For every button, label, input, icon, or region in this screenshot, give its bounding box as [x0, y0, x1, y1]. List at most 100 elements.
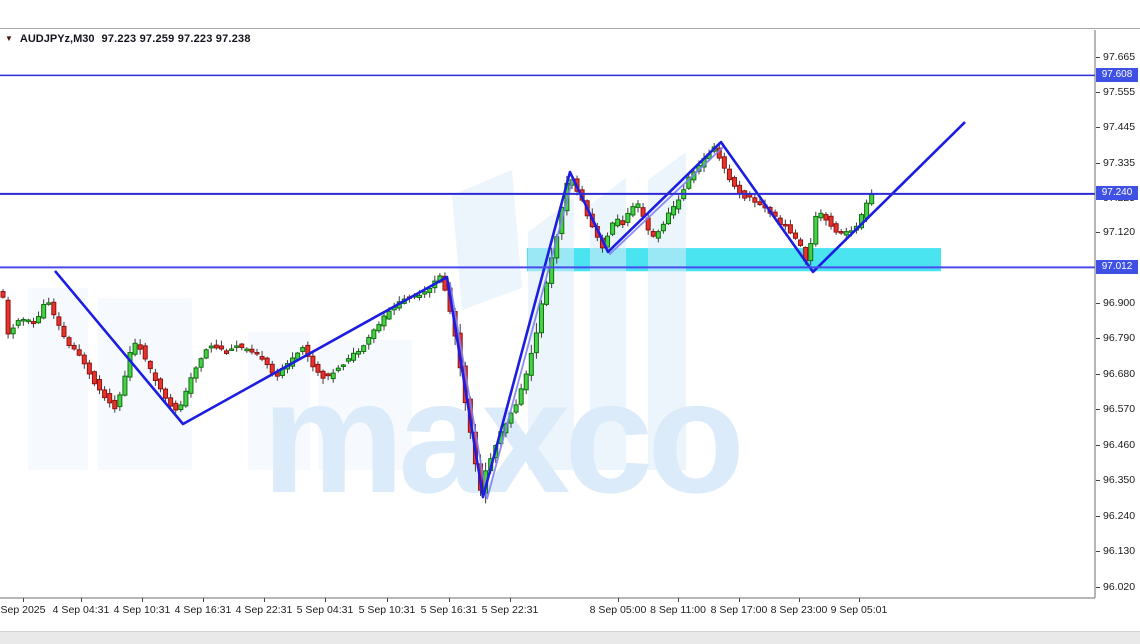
price-tick — [1096, 127, 1100, 129]
candle-body — [523, 373, 529, 391]
candle — [163, 387, 169, 404]
time-tick — [203, 598, 204, 602]
watermark-logo-bar — [528, 198, 574, 470]
candle-body — [813, 215, 819, 245]
candle-body — [259, 356, 265, 360]
candle — [792, 229, 798, 240]
candle — [813, 211, 819, 247]
plot-area: maxco — [0, 74, 1095, 526]
candle-body — [417, 294, 423, 299]
candle — [218, 340, 224, 351]
candle-body — [305, 344, 311, 357]
candle-body — [20, 318, 26, 322]
candle-body — [838, 231, 844, 234]
candle — [112, 395, 118, 413]
candle — [97, 375, 103, 395]
candle-body — [726, 168, 732, 181]
price-level-flag: 97.240 — [1096, 186, 1138, 201]
candle-body — [203, 349, 209, 359]
candle — [244, 347, 250, 353]
watermark-logo-bar — [452, 170, 522, 310]
candle — [818, 209, 824, 222]
candle — [381, 312, 387, 331]
price-tick — [1096, 373, 1100, 375]
candle-body — [732, 177, 738, 187]
candle — [787, 219, 793, 235]
candle-body — [173, 402, 179, 411]
candle-body — [30, 321, 36, 325]
time-tick-label: 8 Sep 05:00 — [589, 604, 647, 616]
candle — [330, 368, 336, 383]
candle-body — [828, 215, 834, 227]
watermark-tile — [318, 340, 412, 470]
candle-body — [345, 358, 351, 362]
candle-body — [239, 343, 245, 349]
candle-body — [183, 390, 189, 407]
candle — [869, 189, 875, 206]
candle-body — [737, 184, 743, 194]
candle — [234, 340, 240, 352]
candle-body — [757, 201, 763, 206]
candle-body — [650, 230, 656, 237]
candle-body — [218, 345, 224, 350]
candle-body — [630, 206, 636, 216]
candle-body — [86, 362, 92, 375]
candle-body — [36, 316, 42, 324]
candle-body — [798, 239, 804, 246]
candle — [528, 344, 534, 382]
price-tick-label: 96.350 — [1103, 474, 1136, 487]
time-tick — [142, 598, 143, 602]
candle-body — [676, 199, 682, 210]
candle — [254, 348, 260, 357]
candle-body — [544, 282, 550, 305]
ohlc-quotes: 97.223 97.259 97.223 97.238 — [101, 33, 251, 45]
candle — [5, 296, 11, 339]
candle-body — [56, 316, 62, 326]
time-tick — [81, 598, 82, 602]
candle-body — [371, 329, 377, 340]
status-strip — [0, 631, 1140, 644]
time-tick-label: 4 Sep 04:31 — [52, 604, 110, 616]
candle-body — [193, 367, 199, 379]
price-tick — [1096, 302, 1100, 304]
candle-body — [782, 223, 788, 227]
candle — [86, 359, 92, 379]
price-tick — [1096, 515, 1100, 517]
candle-body — [427, 287, 433, 293]
candle-body — [147, 360, 153, 370]
candle-body — [335, 367, 341, 371]
zigzag-main-line — [54, 121, 966, 499]
candle — [742, 189, 748, 202]
candle — [122, 370, 128, 397]
candle-body — [66, 337, 72, 346]
candle — [833, 221, 839, 235]
candle — [544, 280, 550, 307]
candle-body — [269, 363, 275, 374]
candle-body — [254, 352, 260, 355]
candle-body — [178, 404, 184, 411]
price-tick — [1096, 162, 1100, 164]
collapse-chart-icon[interactable]: ▼ — [5, 34, 13, 43]
candle-body — [10, 327, 16, 335]
candle-body — [15, 320, 21, 326]
candle-body — [381, 315, 387, 327]
candle — [264, 356, 270, 369]
candle-body — [163, 388, 169, 399]
candle-body — [234, 345, 240, 348]
candle — [198, 357, 204, 372]
candle — [655, 229, 661, 243]
candle — [635, 200, 641, 213]
candle-body — [620, 220, 626, 226]
candle — [782, 219, 788, 231]
time-tick — [739, 598, 740, 602]
candle — [315, 361, 321, 377]
time-tick — [618, 598, 619, 602]
candle — [665, 207, 671, 225]
candle — [351, 347, 357, 363]
candle-body — [808, 243, 814, 262]
price-axis: 97.66597.55597.44597.33597.22597.12096.9… — [1096, 30, 1140, 598]
candle — [137, 339, 143, 355]
candle-body — [102, 389, 108, 399]
candles — [0, 143, 875, 504]
